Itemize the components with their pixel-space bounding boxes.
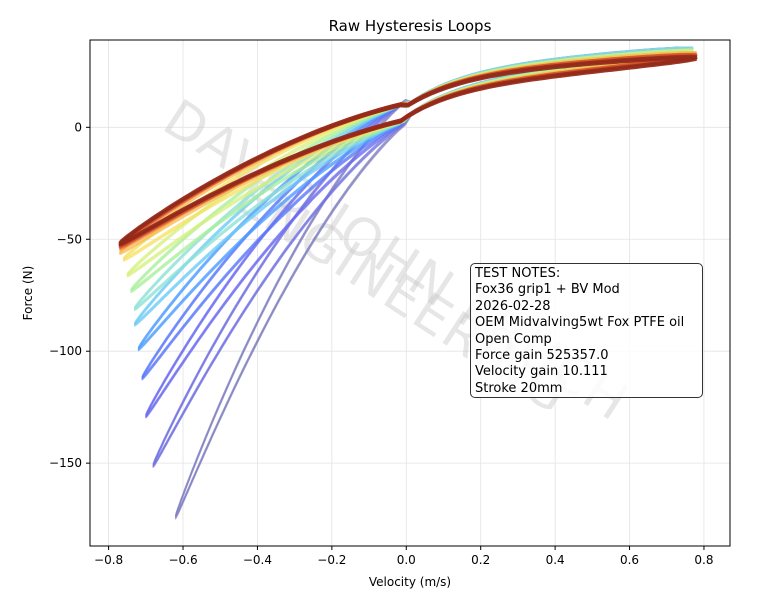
test-notes-line: Force gain 525357.0 [475,348,609,364]
y-tick-label: −150 [49,456,82,470]
x-tick-label: 0.4 [546,553,565,567]
x-tick-label: 0.8 [694,553,713,567]
test-notes-line: Fox36 grip1 + BV Mod [475,282,620,298]
x-tick-label: 0.6 [620,553,639,567]
series-line [126,48,694,275]
chart-title: Raw Hysteresis Loops [329,17,492,35]
x-tick-label: −0.8 [94,553,123,567]
axes: −0.8 −0.6 −0.4 −0.2 0.0 0.2 0.4 0.6 0.8 0 −50 −100 −… [49,39,731,567]
x-tick-label: 0.0 [397,553,416,567]
test-notes-line: Stroke 20mm [475,380,563,396]
test-notes-line: Velocity gain 10.111 [475,364,608,380]
x-tick-label: −0.4 [243,553,272,567]
series-loop [118,54,698,247]
y-tick-label: −100 [49,344,82,358]
x-tick-label: −0.2 [317,553,346,567]
y-axis-label: Force (N) [21,266,35,321]
series-line [118,57,698,247]
y-tick-label: 0 [74,120,82,134]
test-notes-heading: TEST NOTES: [475,266,561,281]
series-layer [118,46,698,520]
plot-frame [89,39,731,547]
test-notes-box: TEST NOTES: Fox36 grip1 + BV Mod 2026-02… [470,263,703,398]
series-line [119,50,697,253]
y-tick-label: −50 [57,232,82,246]
test-notes-line: 2026-02-28 [475,298,551,314]
x-tick-label: 0.2 [471,553,490,567]
x-tick-label: −0.6 [168,553,197,567]
test-notes-line: Open Comp [475,331,552,347]
series-line [118,54,698,244]
x-axis-label: Velocity (m/s) [369,575,451,589]
test-notes-line: OEM Midvalving5wt Fox PTFE oil [475,315,685,331]
